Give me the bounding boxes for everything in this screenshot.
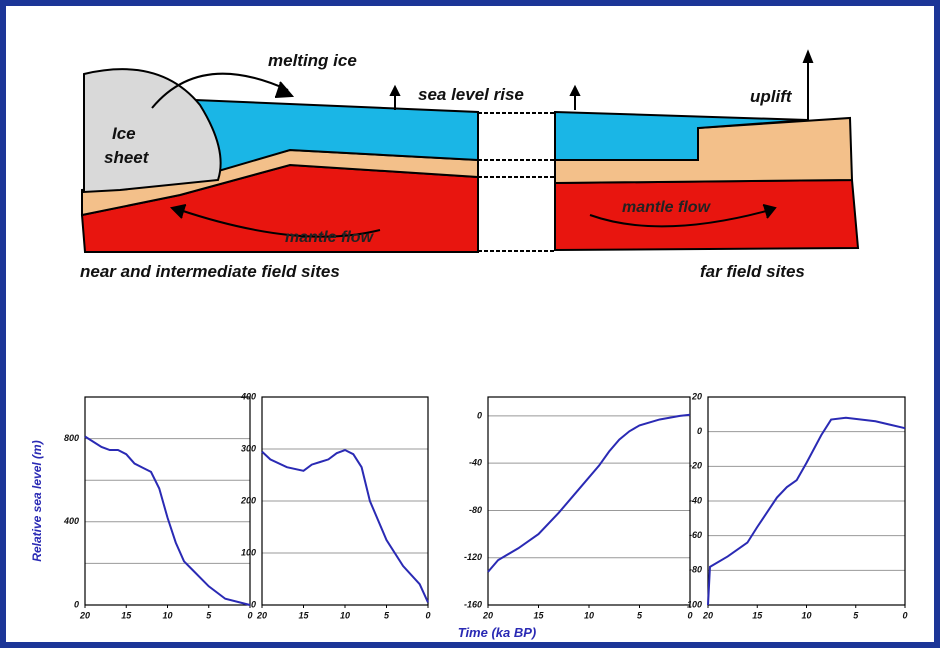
series-line [488,415,690,572]
label: sea level rise [418,85,524,104]
x-tick-label: 20 [256,610,267,620]
y-axis-title: Relative sea level (m) [30,440,44,561]
x-tick-label: 20 [702,610,713,620]
x-tick-label: 15 [121,610,132,620]
y-tick-label: -80 [689,565,702,575]
x-tick-label: 0 [247,610,252,620]
y-tick-label: -80 [469,505,482,515]
y-tick-label: -120 [464,552,482,562]
x-tick-label: 5 [384,610,390,620]
figure: melting ice sea level rise uplift Ice sh… [0,0,940,648]
y-tick-label: 800 [64,433,79,443]
y-tick-label: 400 [63,516,79,526]
x-tick-label: 20 [79,610,90,620]
x-tick-label: 10 [584,610,594,620]
x-tick-label: 0 [687,610,692,620]
label: mantle flow [285,229,375,246]
label: melting ice [268,51,357,70]
label: far field sites [700,262,805,281]
y-tick-label: 100 [241,547,256,557]
label: Ice [112,124,136,143]
y-tick-label: 0 [251,599,256,609]
label: sheet [104,148,150,167]
y-tick-label: -60 [689,530,702,540]
x-tick-label: 10 [801,610,811,620]
y-tick-label: 0 [74,599,79,609]
x-tick-label: 15 [533,610,544,620]
series-line [85,437,250,605]
y-tick-label: -160 [464,599,482,609]
x-tick-label: 0 [902,610,907,620]
y-tick-label: 400 [240,391,256,401]
series-line [708,418,905,605]
plot-frame [85,397,250,605]
y-tick-label: -40 [469,458,482,468]
y-tick-label: 0 [477,410,482,420]
x-tick-label: 5 [637,610,643,620]
label: uplift [750,87,793,106]
y-tick-label: 200 [240,495,256,505]
x-tick-label: 0 [425,610,430,620]
y-tick-label: 20 [691,391,702,401]
y-tick-label: 0 [697,426,702,436]
x-tick-label: 15 [752,610,763,620]
x-tick-label: 10 [340,610,350,620]
ice-sheet [84,69,221,192]
x-tick-label: 15 [298,610,309,620]
x-tick-label: 5 [853,610,859,620]
label: mantle flow [622,199,712,216]
y-tick-label: -100 [684,599,702,609]
x-tick-label: 20 [482,610,493,620]
x-tick-label: 10 [162,610,172,620]
plot-frame [488,397,690,605]
label: near and intermediate field sites [80,262,340,281]
x-tick-label: 5 [206,610,212,620]
series-line [262,450,428,602]
y-tick-label: -40 [689,495,702,505]
gap-dashes [478,113,555,251]
y-tick-label: 300 [241,443,256,453]
y-tick-label: -20 [689,461,702,471]
x-axis-title: Time (ka BP) [458,625,537,640]
